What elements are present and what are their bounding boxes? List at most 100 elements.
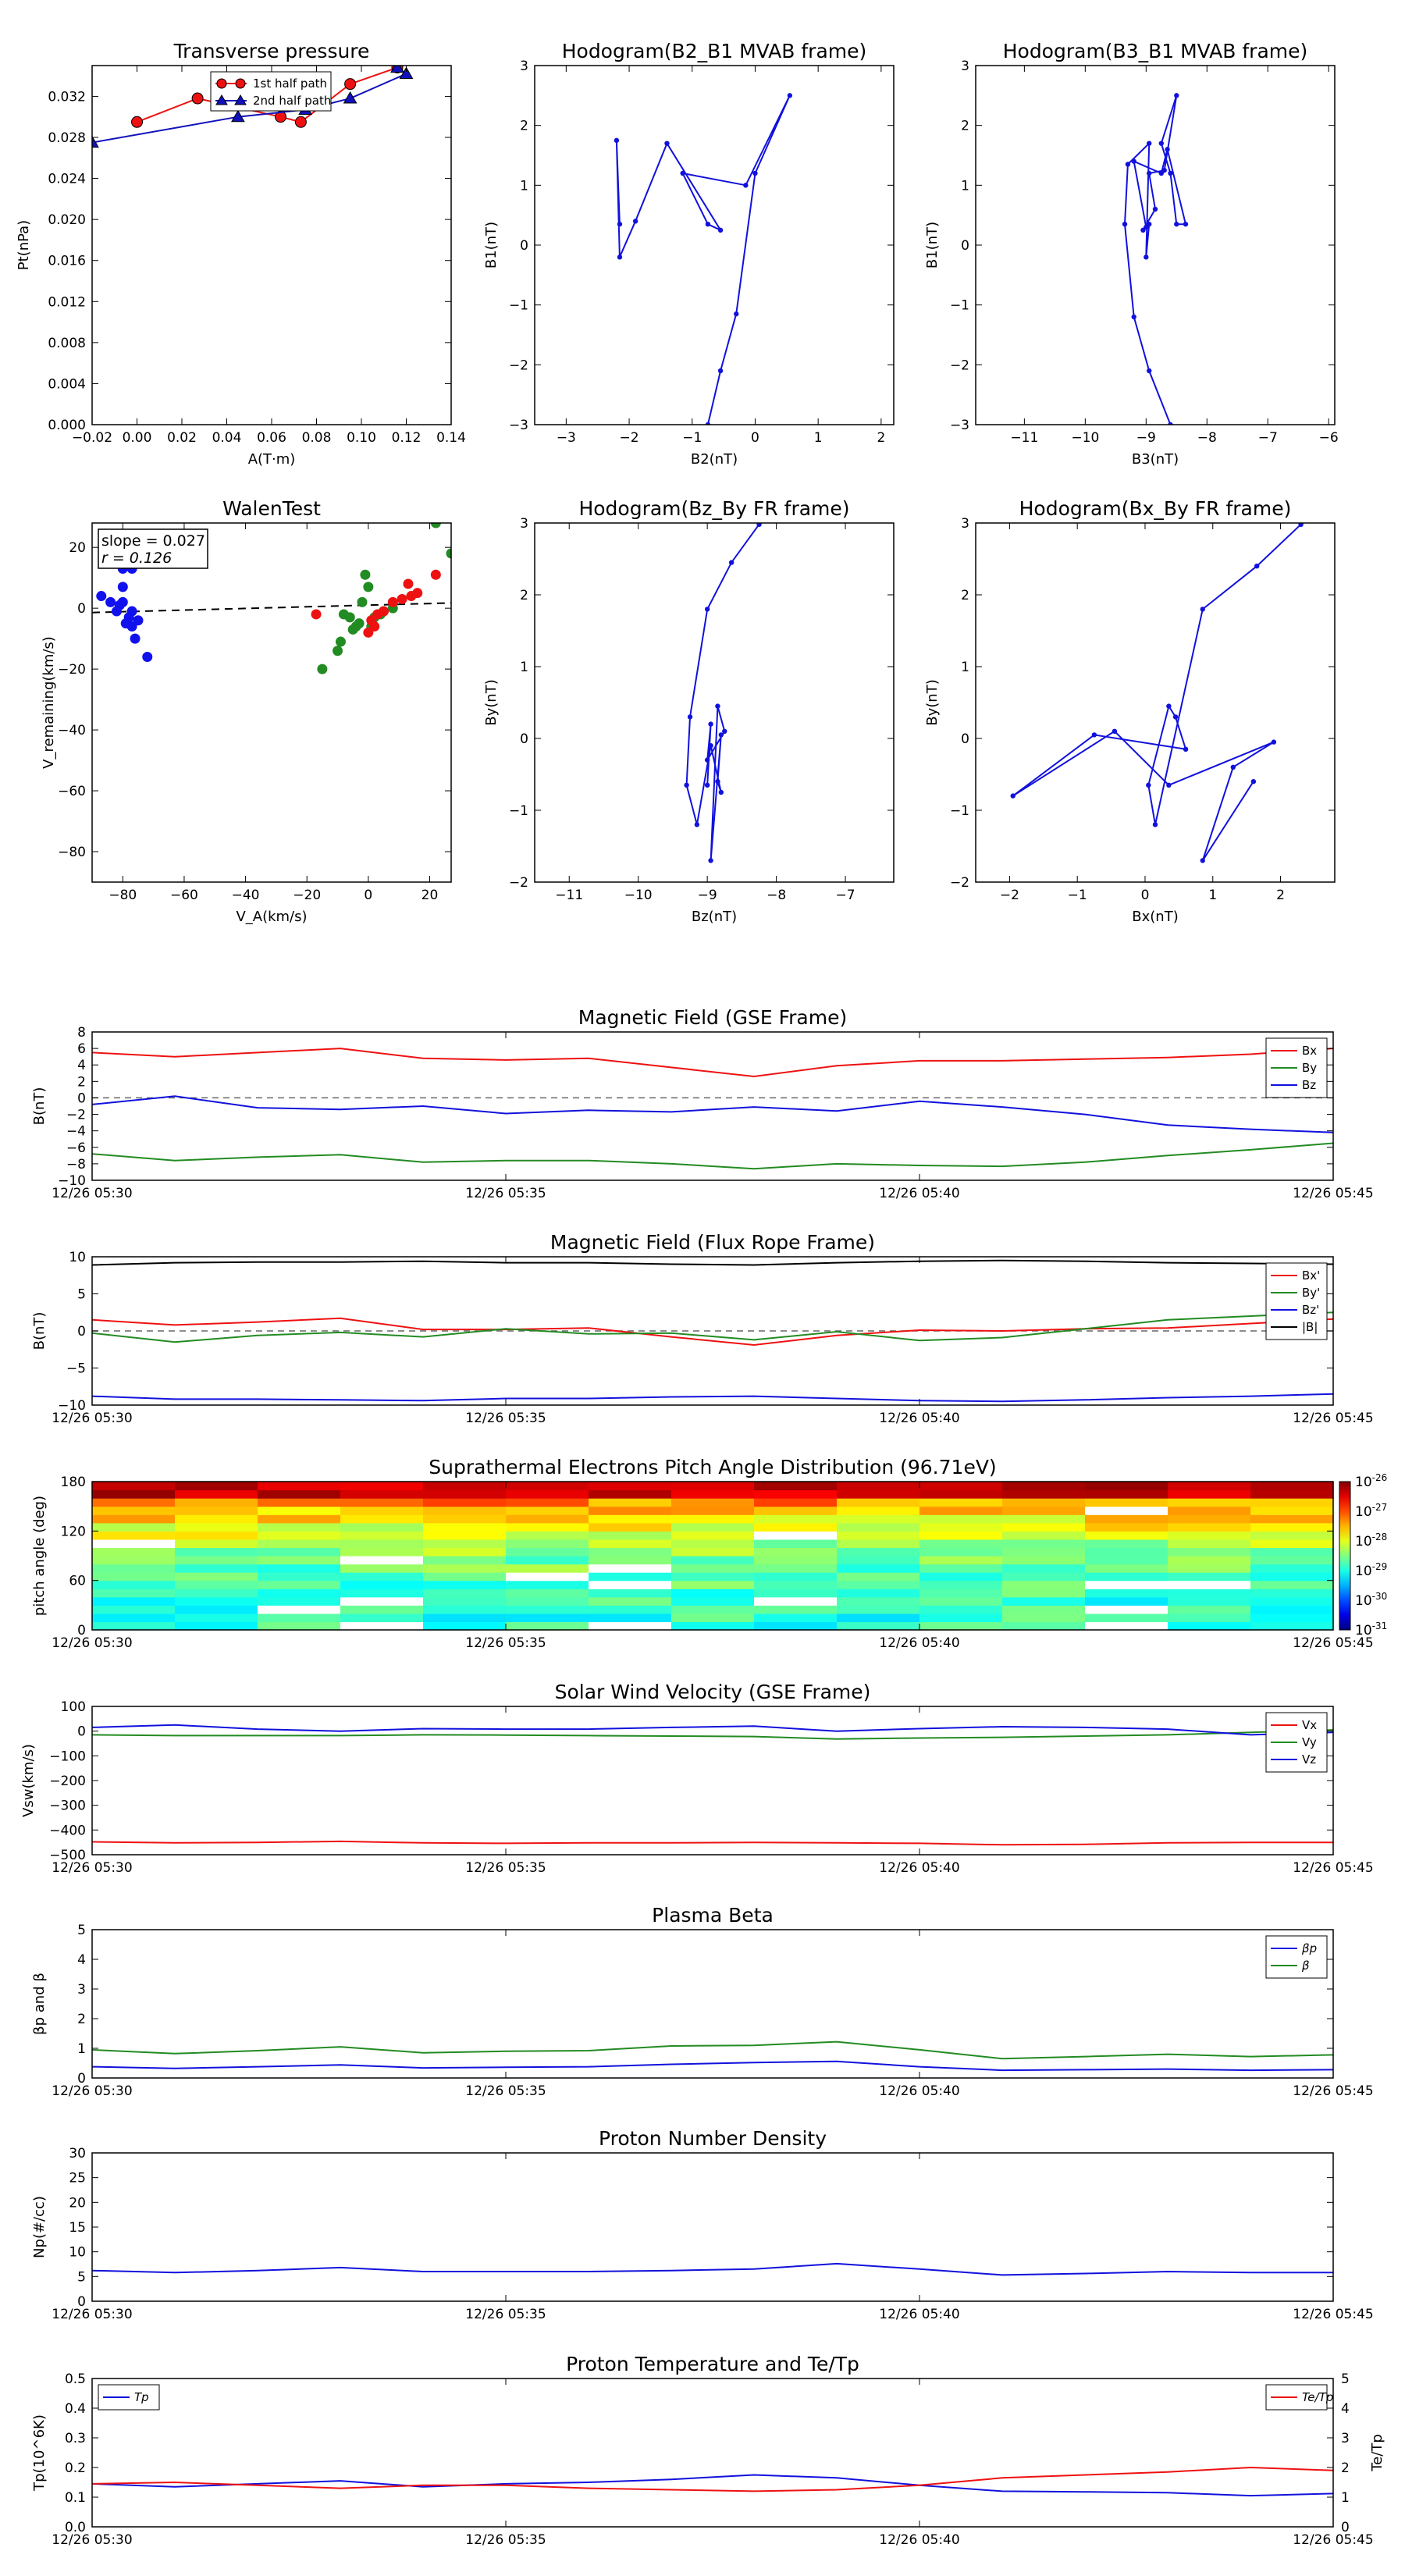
pad-cell — [1002, 1506, 1086, 1515]
pad-cell — [837, 1564, 920, 1573]
hxy-series-line — [1012, 524, 1302, 861]
pad-cell — [589, 1564, 672, 1573]
pad-cell — [671, 1498, 755, 1507]
bfr-ytick-label: −5 — [66, 1361, 86, 1377]
bgse-ytick-label: −6 — [66, 1140, 86, 1156]
walen-point — [446, 548, 451, 559]
hzy-point — [708, 721, 713, 727]
hxy-point — [1250, 779, 1257, 785]
pad-cell — [1085, 1522, 1168, 1532]
pad-cell — [1168, 1564, 1251, 1573]
pt-xtick-label: 0.12 — [392, 430, 422, 446]
pad-cell — [258, 1589, 341, 1598]
walen-point — [369, 621, 380, 632]
bgse-legend-label: Bx — [1302, 1044, 1317, 1058]
pad-cell — [506, 1498, 589, 1507]
pad-cell — [671, 1514, 755, 1524]
bfr-legend-label: By' — [1302, 1286, 1320, 1300]
h31-point — [1158, 170, 1164, 176]
bfr-title: Magnetic Field (Flux Rope Frame) — [550, 1231, 875, 1254]
hzy-ytick-label: 0 — [520, 731, 528, 747]
bgse-ytick-label: −10 — [58, 1173, 86, 1189]
pad-cell — [837, 1556, 920, 1565]
pad-cell — [1002, 1572, 1086, 1582]
pad-cell — [671, 1613, 755, 1623]
pad-cell — [258, 1613, 341, 1623]
h21-point — [705, 221, 711, 227]
tp-ylabel-right: Te/Tp — [1369, 2434, 1385, 2472]
pad-cell — [1002, 1580, 1086, 1589]
hzy-ytick-label: 1 — [520, 660, 528, 675]
pad-cell — [175, 1498, 258, 1507]
tp-rytick-label: 5 — [1341, 2371, 1350, 2387]
hxy-point — [1230, 764, 1236, 770]
tp-rytick-label: 0 — [1341, 2520, 1350, 2535]
bgse-legend: Bx By Bz — [1265, 1037, 1328, 1098]
pad-cell — [258, 1506, 341, 1515]
walen-ytick-label: −80 — [58, 845, 86, 860]
pad-cell — [175, 1489, 258, 1499]
pad-cell — [506, 1572, 589, 1582]
pt-point — [344, 78, 357, 91]
pad-cell — [1168, 1514, 1251, 1524]
pad-cell — [754, 1605, 838, 1614]
pad-cell — [175, 1522, 258, 1532]
tp-right-legend-label: Te/Tp — [1302, 2390, 1333, 2404]
pad-cell — [1002, 1522, 1086, 1532]
beta-legend: βp β — [1265, 1935, 1328, 1979]
pad-cell — [175, 1506, 258, 1515]
pad-cell — [1085, 1556, 1168, 1565]
pad-cell — [837, 1539, 920, 1549]
walen-point — [117, 596, 128, 607]
pad-cell — [919, 1621, 1003, 1631]
pad-cell — [340, 1580, 424, 1589]
np-xtick-label: 12/26 05:45 — [1293, 2307, 1373, 2322]
pad-cell — [423, 1547, 507, 1557]
pad-cell — [671, 1506, 755, 1515]
walen-panel: −80 −60 −40 −20 0 20 −80 −60 −40 −20 0 20 WalenTest V… — [41, 497, 452, 925]
tp-ytick-label: 0.0 — [65, 2520, 86, 2535]
pad-cell — [1085, 1547, 1168, 1557]
hzy-xtick-label: −10 — [624, 888, 653, 903]
h21-xtick-label: −3 — [557, 430, 576, 446]
hzy-ytick-label: 2 — [520, 588, 528, 603]
pad-cell — [589, 1621, 672, 1631]
np-ytick-label: 25 — [69, 2171, 86, 2186]
np-ytick-label: 5 — [77, 2269, 86, 2285]
hzy-point — [728, 560, 735, 565]
pad-cell — [919, 1572, 1003, 1582]
pad-cell — [1168, 1531, 1251, 1540]
beta-ylabel: βp and β — [31, 1973, 48, 2035]
h31-point — [1147, 221, 1152, 227]
pad-cell — [754, 1564, 838, 1573]
pad-cell — [589, 1572, 672, 1582]
pad-cell — [1085, 1489, 1168, 1499]
pad-cell — [258, 1556, 341, 1565]
h31-point — [1140, 227, 1146, 233]
hxy-xtick-label: 2 — [1276, 888, 1285, 903]
walen-point — [126, 606, 137, 617]
pad-cell — [1002, 1539, 1086, 1549]
hxy-plot-area — [1010, 523, 1304, 863]
tp-rytick-label: 2 — [1341, 2460, 1350, 2476]
h21-xtick-label: −1 — [682, 430, 702, 446]
pad-cell — [1002, 1613, 1086, 1623]
hzy-point — [704, 782, 710, 788]
pad-cell — [258, 1482, 341, 1491]
h21-ytick-label: 3 — [520, 59, 528, 74]
bgse-legend-label: Bz — [1302, 1078, 1316, 1092]
tp-xtick-label: 12/26 05:40 — [879, 2532, 959, 2548]
pad-cell — [175, 1605, 258, 1614]
pad-cell — [919, 1613, 1003, 1623]
beta-panel: 0 1 2 3 4 5 12/26 05:30 12/26 05:35 12/26 05:40 1… — [31, 1904, 1374, 2099]
pt-point — [131, 116, 143, 128]
hxy-ylabel: By(nT) — [924, 679, 941, 725]
pt-xtick-label: 0.14 — [436, 430, 466, 446]
h31-xtick-label: −6 — [1319, 430, 1339, 446]
vsw-ytick-label: 0 — [77, 1724, 86, 1740]
hzy-point — [718, 789, 724, 795]
pad-cell — [1168, 1482, 1251, 1491]
vsw-legend-label: Vy — [1302, 1735, 1317, 1749]
hzy-point — [756, 523, 762, 528]
